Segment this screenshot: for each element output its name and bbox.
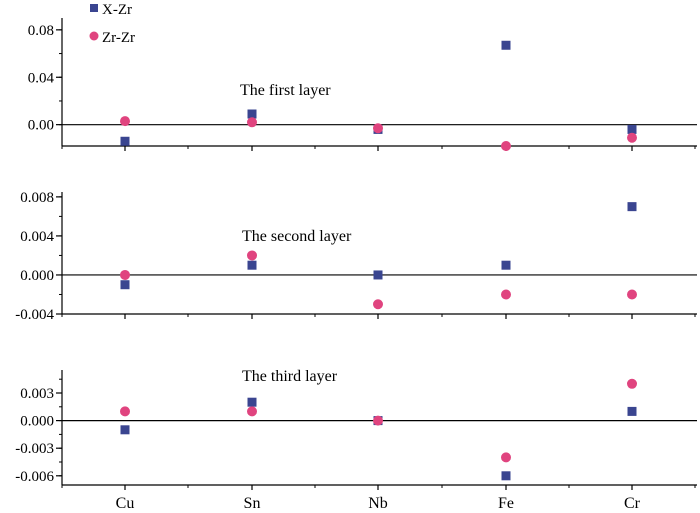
category-label-nb: Nb — [368, 495, 388, 512]
point-x-zr-cr — [627, 406, 637, 416]
y-tick-label: 0.08 — [28, 23, 54, 39]
legend-label-x-zr: X-Zr — [102, 2, 132, 18]
point-zr-zr-sn — [247, 250, 257, 261]
point-zr-zr-nb — [373, 415, 383, 426]
y-tick-label: 0.04 — [28, 70, 55, 86]
panel-3: 0.003 0.000 -0.003 -0.006 The third layer — [15, 368, 697, 490]
y-tick-label: -0.006 — [15, 469, 54, 485]
y-tick-label: 0.004 — [20, 229, 54, 245]
point-x-zr-sn — [247, 109, 257, 119]
point-zr-zr-cr — [627, 132, 637, 143]
point-x-zr-cu — [120, 280, 130, 290]
category-label-cu: Cu — [116, 495, 135, 512]
point-zr-zr-sn — [247, 117, 257, 128]
panel-1: 0.08 0.04 0.00 The first layer — [28, 18, 697, 151]
y-tick-label: 0.000 — [20, 268, 54, 284]
legend-label-zr-zr: Zr-Zr — [102, 30, 135, 46]
point-zr-zr-fe — [501, 452, 511, 463]
point-zr-zr-nb — [373, 123, 383, 134]
panel-title: The third layer — [242, 368, 338, 385]
point-x-zr-nb — [373, 270, 383, 280]
point-zr-zr-cr — [627, 378, 637, 389]
point-zr-zr-nb — [373, 299, 383, 310]
y-tick-label: 0.000 — [20, 414, 54, 430]
point-x-zr-cr — [627, 124, 637, 134]
category-label-fe: Fe — [498, 495, 514, 512]
y-tick-label: 0.00 — [28, 118, 54, 134]
point-x-zr-fe — [501, 260, 511, 270]
point-x-zr-cu — [120, 425, 130, 435]
point-zr-zr-sn — [247, 406, 257, 417]
y-tick-label: 0.003 — [20, 386, 54, 402]
category-axis-labels: Cu Sn Nb Fe Cr — [116, 495, 641, 512]
legend: X-Zr Zr-Zr — [89, 2, 135, 46]
category-label-sn: Sn — [244, 495, 261, 512]
point-zr-zr-cu — [120, 406, 130, 417]
point-zr-zr-fe — [501, 289, 511, 300]
panel-title: The second layer — [242, 228, 352, 245]
y-tick-label: -0.003 — [15, 441, 54, 457]
point-zr-zr-cr — [627, 289, 637, 300]
panel-2: 0.008 0.004 0.000 -0.004 The second layer — [15, 190, 697, 323]
category-label-cr: Cr — [624, 495, 641, 512]
point-x-zr-cu — [120, 136, 130, 146]
legend-marker-zr-zr — [89, 31, 99, 41]
y-tick-label: -0.004 — [15, 307, 54, 323]
y-tick-label: 0.008 — [20, 190, 54, 206]
legend-marker-x-zr — [90, 4, 98, 12]
point-x-zr-fe — [501, 40, 511, 50]
point-zr-zr-cu — [120, 269, 130, 280]
point-x-zr-fe — [501, 471, 511, 481]
panel-title: The first layer — [240, 82, 331, 99]
point-x-zr-sn — [247, 397, 257, 407]
point-zr-zr-fe — [501, 141, 511, 151]
point-x-zr-cr — [627, 202, 637, 212]
point-x-zr-sn — [247, 260, 257, 270]
point-zr-zr-cu — [120, 116, 130, 127]
